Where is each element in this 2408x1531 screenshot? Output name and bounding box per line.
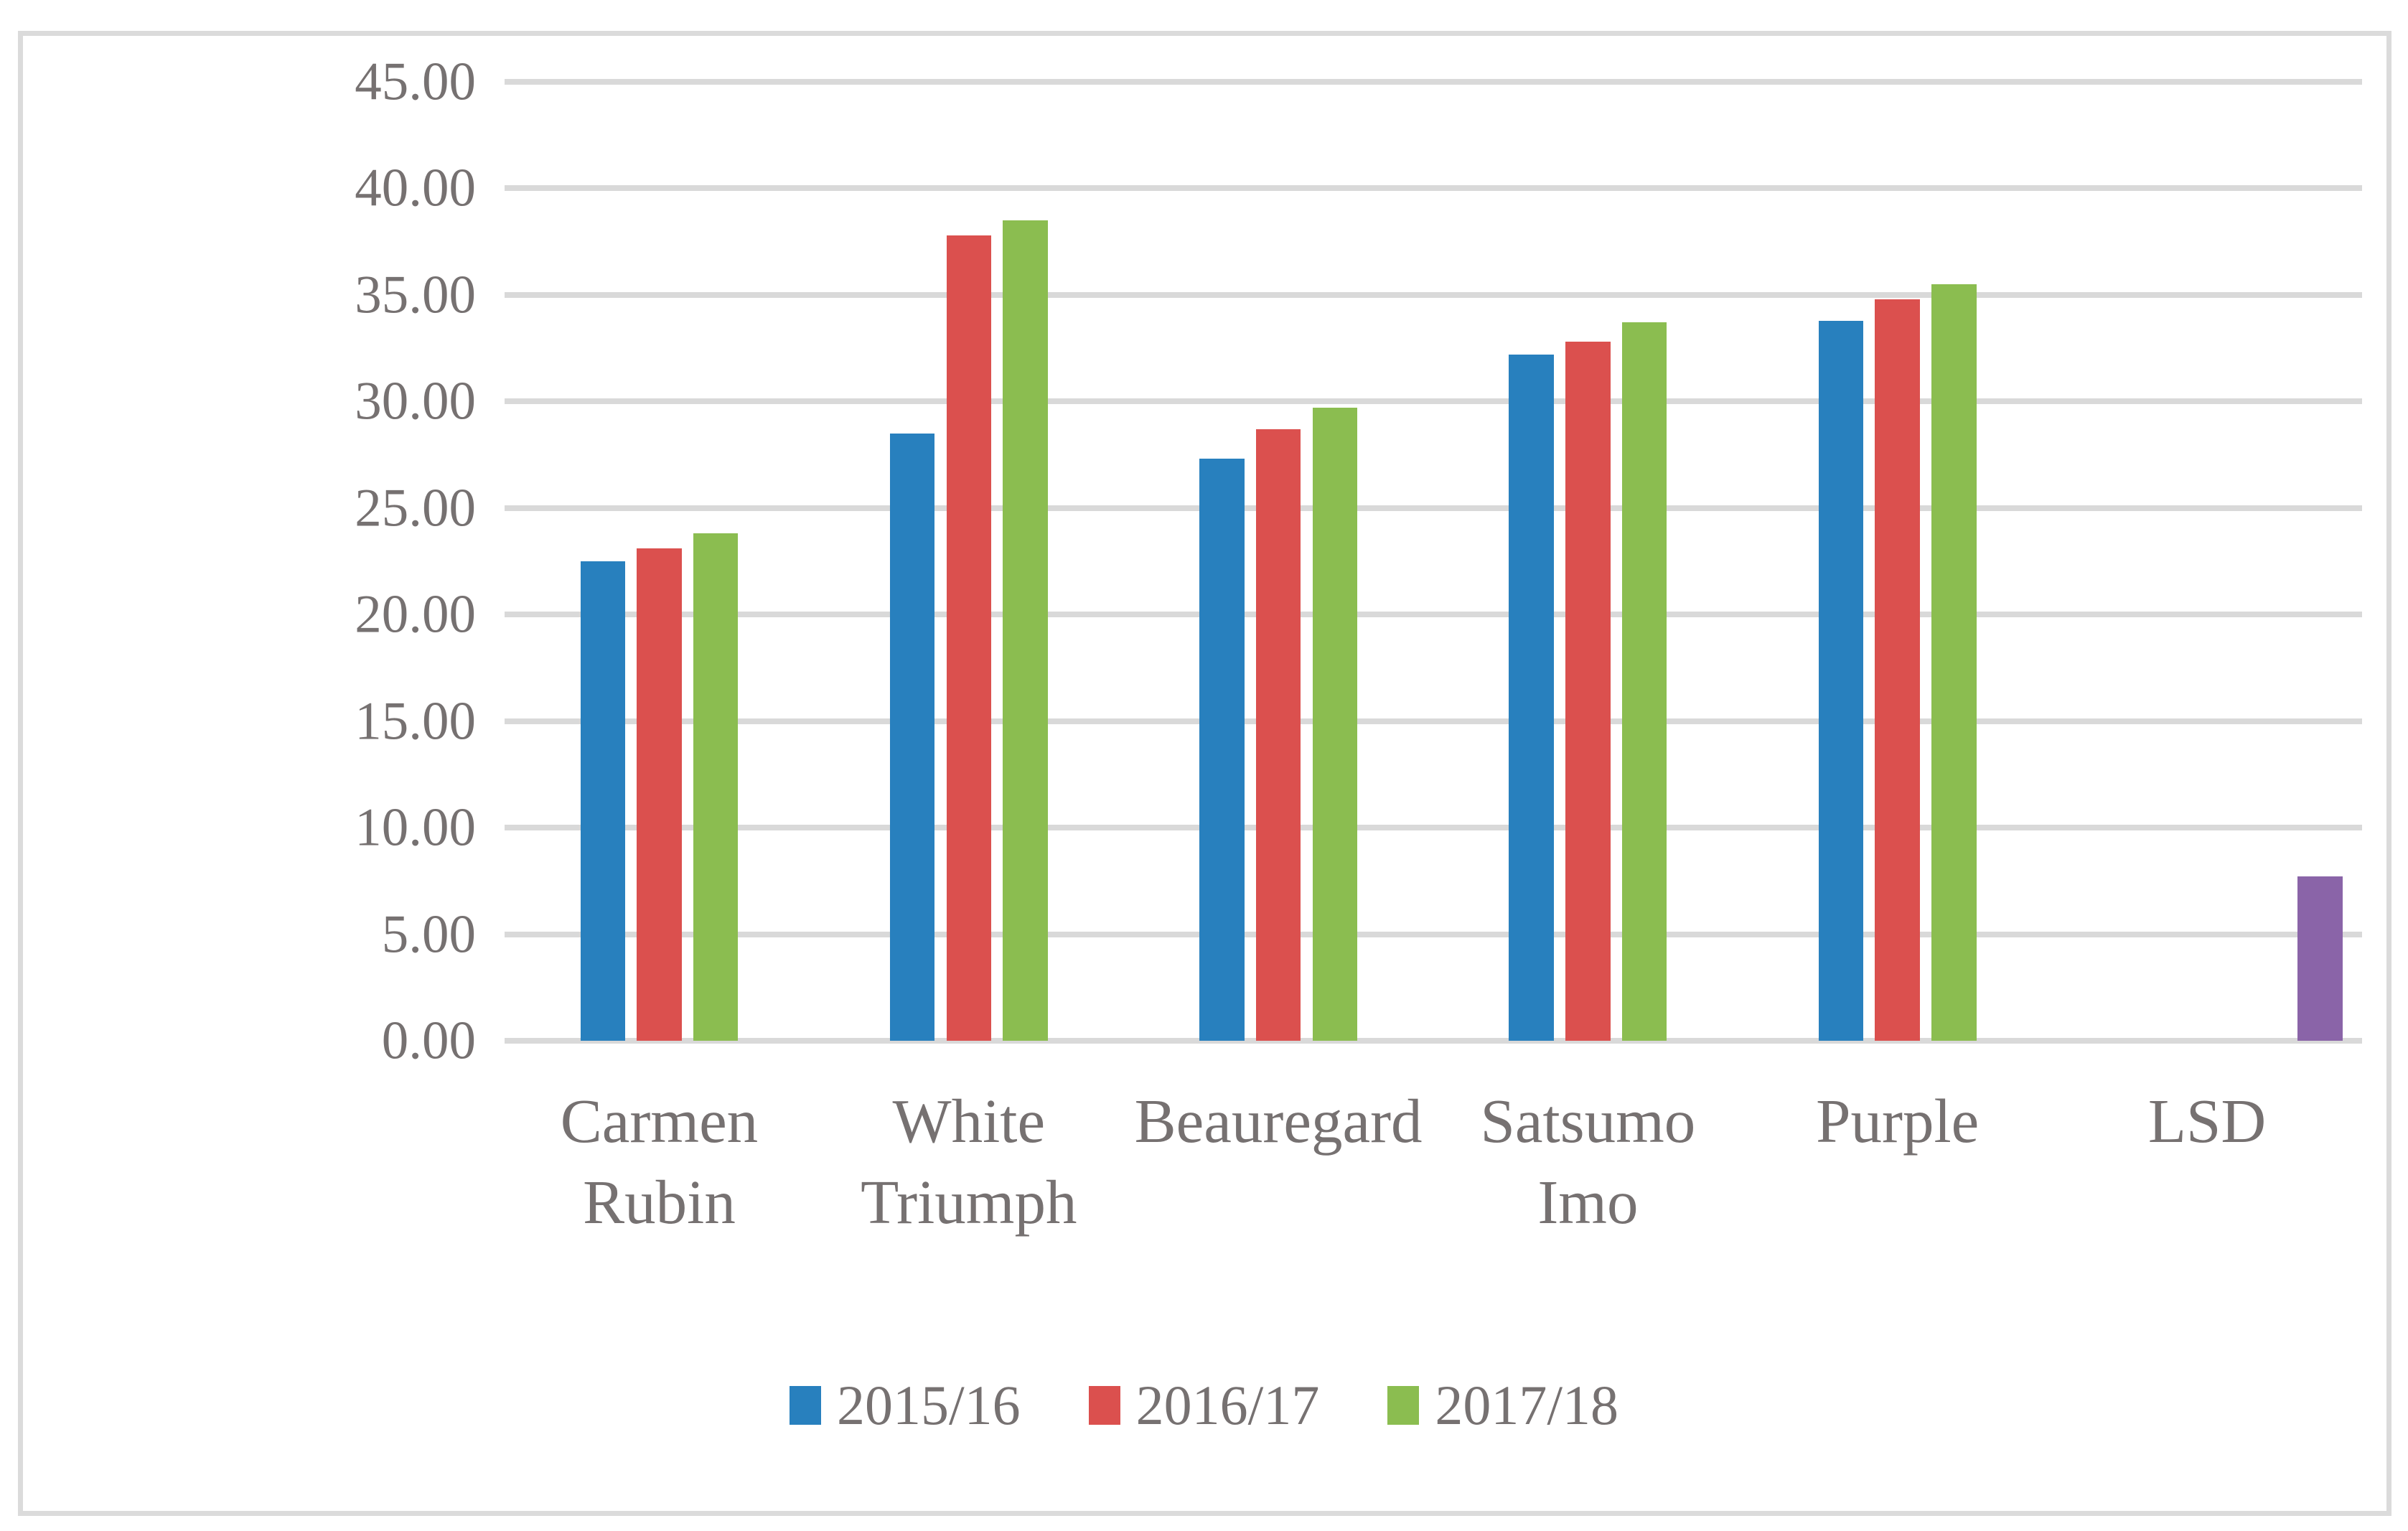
gridline-20 [505, 612, 2362, 618]
bar-2016-17-purple [1875, 299, 1920, 1041]
y-tick-label-30: 30.00 [355, 371, 476, 431]
x-category-label-lsd: LSD [2147, 1086, 2267, 1156]
y-tick-label-35: 35.00 [355, 265, 476, 325]
bar-2017-18-satsumo-imo [1621, 322, 1667, 1041]
legend-label-2015-16: 2015/16 [836, 1374, 1021, 1436]
bar-lsd-lsd [2297, 876, 2343, 1041]
legend-label-2017-18: 2017/18 [1435, 1374, 1618, 1436]
x-category-label-satsumo-imo: Satsumo Imo [1480, 1086, 1696, 1237]
y-tick-label-15: 15.00 [355, 691, 476, 752]
legend-swatch-2015-16 [789, 1386, 821, 1425]
gridline-35 [505, 291, 2362, 298]
gridline-10 [505, 825, 2362, 831]
bar-2015-16-white-triumph [889, 433, 935, 1041]
bar-2015-16-purple [1818, 320, 1864, 1041]
legend-item-2016-17: 2016/17 [1088, 1374, 1320, 1436]
legend: 2015/16 2016/17 2017/18 [0, 1375, 2408, 1436]
bar-2016-17-carmen-rubin [637, 548, 682, 1041]
bar-2016-17-beauregard [1255, 429, 1301, 1041]
bar-2015-16-carmen-rubin [580, 561, 626, 1041]
gridline-30 [505, 398, 2362, 405]
y-tick-label-20: 20.00 [355, 584, 476, 645]
bar-2015-16-satsumo-imo [1509, 355, 1554, 1041]
bar-2017-18-beauregard [1312, 408, 1358, 1041]
x-category-label-carmen-rubin: Carmen Rubin [560, 1086, 759, 1237]
gridline-25 [505, 505, 2362, 511]
x-category-label-white-triumph: White Triumph [861, 1086, 1077, 1237]
bar-2017-18-purple [1931, 284, 1977, 1041]
legend-swatch-2016-17 [1088, 1386, 1120, 1425]
gridline-15 [505, 718, 2362, 724]
legend-item-2017-18: 2017/18 [1387, 1377, 1618, 1433]
bar-2016-17-white-triumph [946, 235, 992, 1041]
y-tick-label-5: 5.00 [381, 904, 476, 965]
gridline-45 [505, 78, 2362, 85]
legend-swatch-2017-18 [1387, 1386, 1420, 1425]
y-tick-label-10: 10.00 [355, 797, 476, 858]
gridline-40 [505, 185, 2362, 192]
legend-label-2016-17: 2016/17 [1135, 1374, 1320, 1436]
x-category-label-purple: Purple [1816, 1086, 1980, 1156]
bar-2017-18-white-triumph [1003, 220, 1048, 1041]
bar-2015-16-beauregard [1199, 459, 1245, 1041]
y-tick-label-0: 0.00 [381, 1011, 476, 1071]
x-category-label-beauregard: Beauregard [1134, 1086, 1423, 1156]
y-tick-label-25: 25.00 [355, 478, 476, 538]
gridline-5 [505, 931, 2362, 937]
bar-2017-18-carmen-rubin [693, 533, 739, 1041]
legend-item-2015-16: 2015/16 [789, 1374, 1021, 1436]
y-tick-label-45: 45.00 [355, 52, 476, 112]
y-tick-label-40: 40.00 [355, 158, 476, 218]
gridline-0 [505, 1038, 2362, 1044]
bar-2016-17-satsumo-imo [1565, 342, 1611, 1041]
